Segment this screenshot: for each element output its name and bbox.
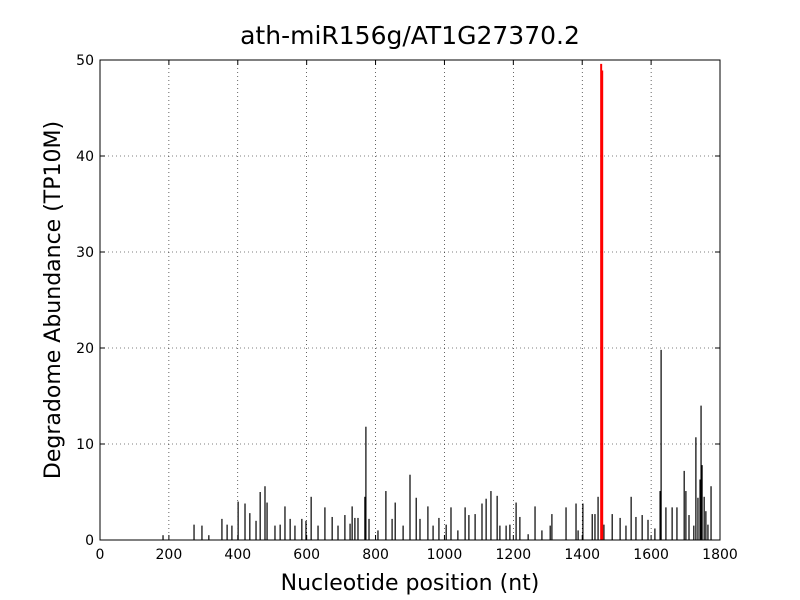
x-axis-label: Nucleotide position (nt) (281, 571, 540, 596)
y-axis-label: Degradome Abundance (TP10M) (41, 121, 66, 479)
y-tick-label: 30 (76, 245, 94, 261)
y-tick-label: 0 (85, 533, 94, 549)
x-tick-label: 400 (224, 547, 251, 563)
y-tick-label: 40 (76, 149, 94, 165)
x-tick-label: 200 (156, 547, 183, 563)
chart-title: ath-miR156g/AT1G27370.2 (240, 21, 580, 50)
x-tick-label: 1600 (633, 547, 669, 563)
x-tick-label: 1400 (564, 547, 600, 563)
x-tick-label: 600 (293, 547, 320, 563)
x-tick-label: 1800 (702, 547, 738, 563)
plot-frame (99, 59, 721, 541)
y-tick-label: 10 (76, 437, 94, 453)
x-tick-label: 0 (96, 547, 105, 563)
x-tick-label: 1200 (496, 547, 532, 563)
y-tick-label: 20 (76, 341, 94, 357)
x-tick-label: 800 (362, 547, 389, 563)
x-tick-label: 1000 (427, 547, 463, 563)
y-tick-label: 50 (76, 53, 94, 69)
